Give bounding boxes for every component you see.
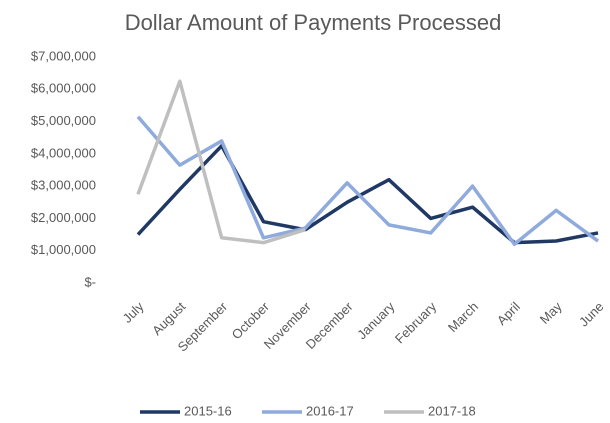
y-tick-label: $4,000,000 <box>31 145 96 160</box>
x-tick-label: June <box>576 299 607 330</box>
legend-label: 2016-17 <box>306 403 354 418</box>
x-tick-label: March <box>445 299 481 335</box>
y-tick-label: $5,000,000 <box>31 113 96 128</box>
y-tick-label: $1,000,000 <box>31 242 96 257</box>
x-tick-label: August <box>149 299 188 338</box>
y-tick-label: $2,000,000 <box>31 210 96 225</box>
x-tick-label: May <box>537 299 565 327</box>
legend-label: 2017-18 <box>428 403 476 418</box>
series-line <box>136 79 306 245</box>
y-tick-label: $7,000,000 <box>31 48 96 63</box>
y-tick-label: $6,000,000 <box>31 81 96 96</box>
y-tick-label: $3,000,000 <box>31 178 96 193</box>
y-tick-label: $- <box>84 274 96 289</box>
series-line <box>136 115 600 247</box>
legend-label: 2015-16 <box>184 403 232 418</box>
series-line <box>136 144 599 245</box>
x-tick-label: April <box>494 299 523 328</box>
x-tick-label: February <box>392 299 440 347</box>
x-tick-label: July <box>120 299 147 326</box>
chart-title: Dollar Amount of Payments Processed <box>125 10 502 35</box>
